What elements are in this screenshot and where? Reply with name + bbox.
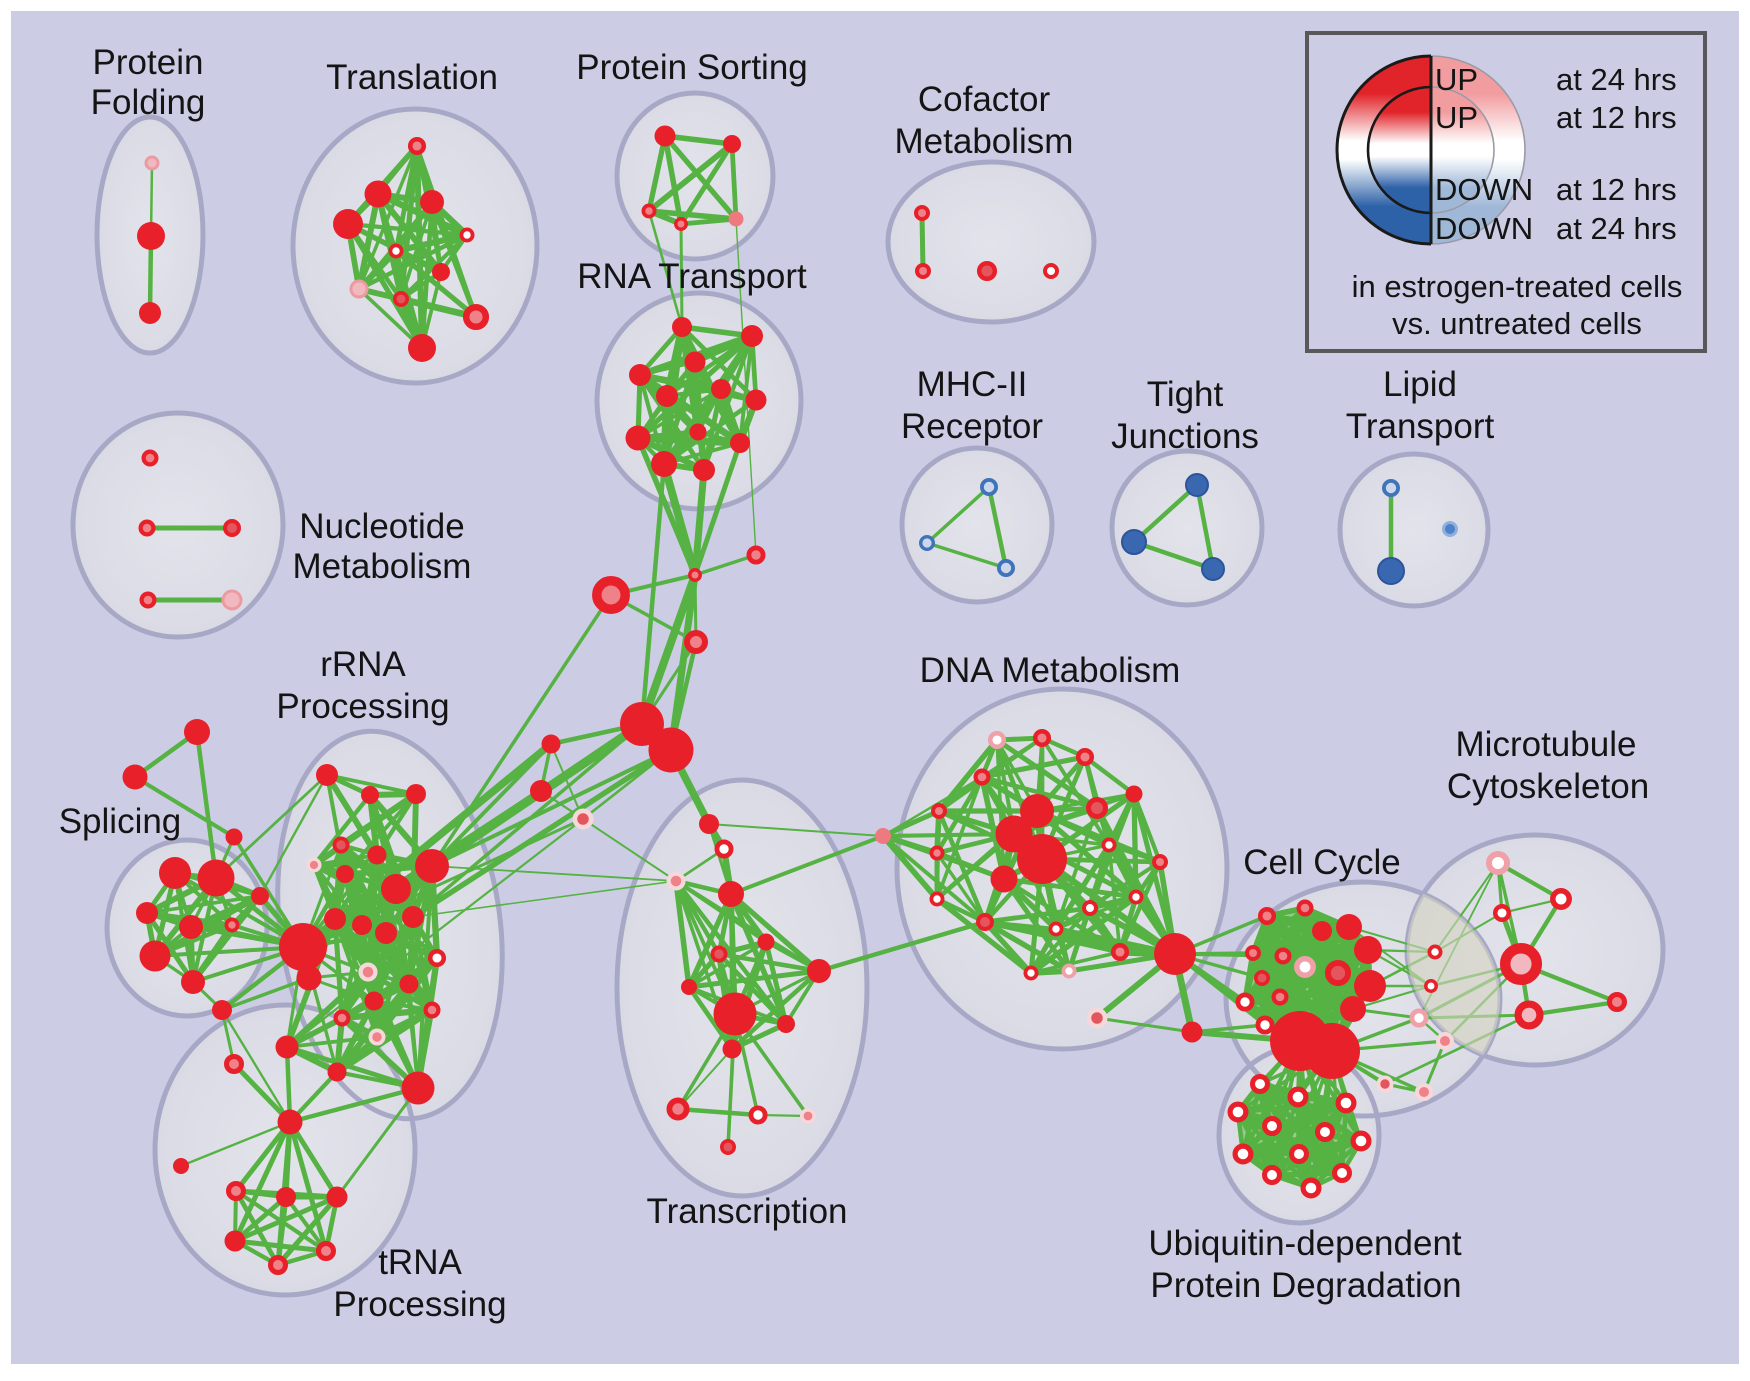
svg-text:DNA Metabolism: DNA Metabolism: [920, 651, 1181, 690]
svg-text:at 12 hrs: at 12 hrs: [1556, 172, 1677, 207]
svg-text:Nucleotide: Nucleotide: [299, 507, 464, 546]
svg-text:Translation: Translation: [326, 58, 498, 97]
svg-text:Microtubule: Microtubule: [1456, 725, 1637, 764]
svg-text:Protein Degradation: Protein Degradation: [1150, 1266, 1461, 1305]
svg-text:Processing: Processing: [333, 1285, 506, 1324]
svg-text:Protein Sorting: Protein Sorting: [576, 48, 808, 87]
svg-text:Cytoskeleton: Cytoskeleton: [1447, 767, 1649, 806]
svg-text:UP: UP: [1435, 100, 1478, 135]
svg-text:RNA Transport: RNA Transport: [577, 257, 807, 296]
svg-text:Cofactor: Cofactor: [918, 80, 1051, 119]
svg-text:Metabolism: Metabolism: [293, 547, 472, 586]
svg-text:vs. untreated cells: vs. untreated cells: [1392, 306, 1642, 341]
svg-text:Metabolism: Metabolism: [895, 122, 1074, 161]
svg-text:Lipid: Lipid: [1383, 365, 1457, 404]
svg-text:Cell Cycle: Cell Cycle: [1243, 843, 1401, 882]
svg-text:Protein: Protein: [93, 43, 204, 82]
svg-text:at 24 hrs: at 24 hrs: [1556, 62, 1677, 97]
svg-text:UP: UP: [1435, 62, 1478, 97]
svg-text:at 24 hrs: at 24 hrs: [1556, 211, 1677, 246]
svg-text:DOWN: DOWN: [1435, 211, 1533, 246]
svg-text:Receptor: Receptor: [901, 407, 1043, 446]
svg-text:Splicing: Splicing: [59, 802, 182, 841]
svg-text:Tight: Tight: [1147, 375, 1224, 414]
svg-text:DOWN: DOWN: [1435, 172, 1533, 207]
svg-text:MHC-II: MHC-II: [917, 365, 1028, 404]
svg-text:Transport: Transport: [1346, 407, 1495, 446]
svg-text:tRNA: tRNA: [378, 1243, 462, 1282]
svg-text:Transcription: Transcription: [647, 1192, 848, 1231]
svg-text:Ubiquitin-dependent: Ubiquitin-dependent: [1148, 1224, 1462, 1263]
svg-text:Processing: Processing: [276, 687, 449, 726]
svg-text:rRNA: rRNA: [320, 645, 406, 684]
svg-text:at 12 hrs: at 12 hrs: [1556, 100, 1677, 135]
svg-text:Junctions: Junctions: [1111, 417, 1259, 456]
svg-text:Folding: Folding: [91, 83, 206, 122]
svg-text:in estrogen-treated cells: in estrogen-treated cells: [1352, 269, 1683, 304]
